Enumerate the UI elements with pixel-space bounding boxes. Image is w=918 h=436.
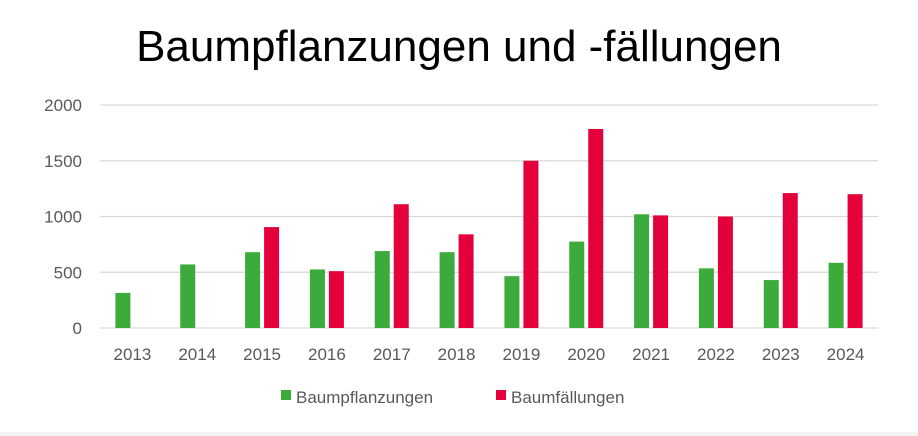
chart-title: Baumpflanzungen und -fällungen: [136, 22, 782, 71]
y-tick-label: 1000: [44, 208, 82, 227]
bar-faellungen-2015: [264, 227, 280, 328]
x-axis-ticks: 2013 2014 2015 2016 2017 2018 2019 2020 2021 2022…: [114, 345, 865, 364]
bar-faellungen-2023: [782, 193, 798, 328]
x-tick-label: 2013: [114, 345, 152, 364]
y-tick-label: 500: [54, 263, 82, 282]
y-tick-label: 0: [73, 319, 82, 338]
bar-pflanzungen-2016: [309, 269, 325, 328]
bar-pflanzungen-2013: [115, 292, 131, 328]
bar-faellungen-2021: [653, 215, 669, 328]
bar-faellungen-2018: [458, 234, 474, 328]
bar-faellungen-2017: [393, 204, 409, 328]
y-tick-label: 1500: [44, 152, 82, 171]
bar-pflanzungen-2020: [569, 241, 585, 328]
x-tick-label: 2019: [503, 345, 541, 364]
bar-pflanzungen-2015: [245, 252, 261, 328]
bar-pflanzungen-2024: [828, 262, 844, 328]
legend-swatch-faellungen: [496, 390, 506, 400]
gridlines: [100, 104, 878, 329]
bar-pflanzungen-2018: [439, 252, 455, 328]
bottom-border: [0, 432, 918, 436]
legend-swatch-pflanzungen: [281, 390, 291, 400]
y-axis-ticks: 0 500 1000 1500 2000: [44, 96, 82, 338]
bar-faellungen-2022: [717, 216, 733, 328]
y-tick-label: 2000: [44, 96, 82, 115]
bar-pflanzungen-2017: [374, 251, 390, 328]
x-tick-label: 2022: [697, 345, 735, 364]
legend: Baumpflanzungen Baumfällungen: [281, 388, 624, 407]
bar-faellungen-2016: [328, 271, 344, 328]
bar-faellungen-2020: [588, 128, 604, 328]
x-tick-label: 2023: [762, 345, 800, 364]
bars: [115, 128, 863, 328]
bar-faellungen-2024: [847, 194, 863, 328]
x-tick-label: 2021: [632, 345, 670, 364]
bar-pflanzungen-2022: [698, 268, 714, 328]
x-tick-label: 2020: [567, 345, 605, 364]
x-tick-label: 2018: [438, 345, 476, 364]
x-tick-label: 2017: [373, 345, 411, 364]
x-tick-label: 2024: [827, 345, 865, 364]
x-tick-label: 2015: [243, 345, 281, 364]
bar-pflanzungen-2019: [504, 276, 520, 328]
bar-pflanzungen-2023: [763, 280, 779, 328]
legend-label-pflanzungen: Baumpflanzungen: [296, 388, 433, 407]
bar-pflanzungen-2014: [180, 264, 196, 328]
bar-faellungen-2019: [523, 160, 539, 328]
bar-pflanzungen-2021: [634, 214, 650, 328]
x-tick-label: 2014: [178, 345, 216, 364]
legend-label-faellungen: Baumfällungen: [511, 388, 624, 407]
x-tick-label: 2016: [308, 345, 346, 364]
